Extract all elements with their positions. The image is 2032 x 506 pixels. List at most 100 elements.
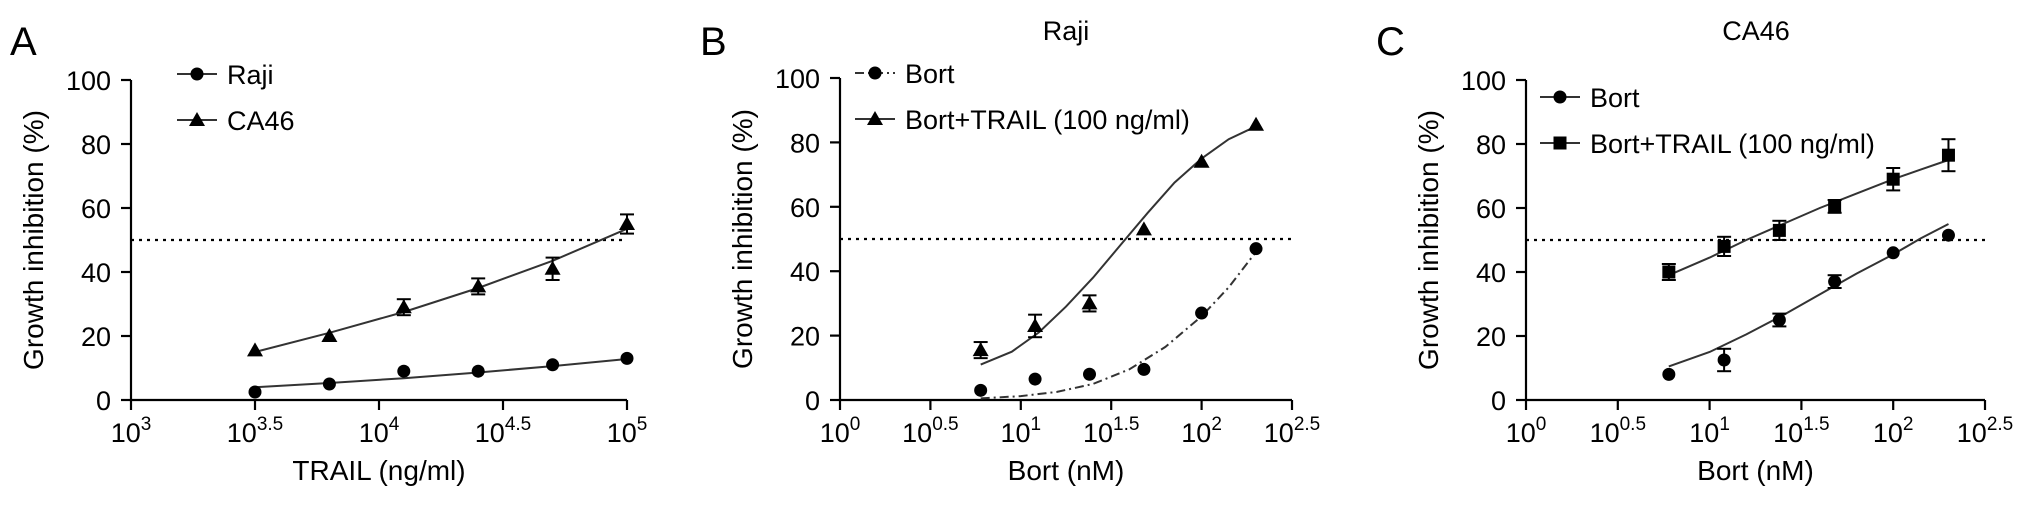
x-tick-base: 10 (902, 418, 932, 448)
data-point (972, 342, 989, 357)
y-tick-label: 100 (775, 64, 820, 94)
x-tick-base: 10 (111, 418, 141, 448)
data-point (544, 260, 561, 275)
series-2 (247, 213, 635, 357)
fit-curve (1668, 159, 1949, 277)
series-2 (1661, 138, 1956, 281)
y-tick-label: 80 (81, 130, 111, 160)
x-axis-label: TRAIL (ng/ml) (292, 455, 465, 486)
data-point (1828, 199, 1842, 213)
data-point (395, 299, 412, 314)
data-point (248, 385, 262, 399)
x-tick-label: 100.5 (902, 414, 958, 448)
legend-label: Bort (905, 59, 955, 89)
data-point (1081, 295, 1098, 310)
x-tick-base: 10 (607, 418, 637, 448)
panel-label: A (10, 20, 37, 64)
y-tick-label: 40 (790, 257, 820, 287)
data-point (1137, 362, 1151, 376)
x-tick-label: 104 (359, 414, 400, 448)
x-axis-label: Bort (nM) (1697, 455, 1814, 486)
x-tick-base: 10 (359, 418, 389, 448)
data-point (1249, 242, 1263, 256)
legend-entry: Bort+TRAIL (100 ng/ml) (855, 105, 1190, 135)
x-tick-label: 101 (1689, 414, 1730, 448)
x-tick-label: 102.5 (1264, 414, 1320, 448)
x-tick-label: 103.5 (227, 414, 283, 448)
chart-title: Raji (1043, 16, 1090, 46)
y-tick-label: 80 (1476, 130, 1506, 160)
legend-entry: Bort (1540, 83, 1640, 113)
legend-entry: Bort+TRAIL (100 ng/ml) (1540, 129, 1875, 159)
x-tick-base: 10 (1264, 418, 1294, 448)
x-axis-label: Bort (nM) (1008, 455, 1125, 486)
legend-marker (867, 111, 883, 125)
y-tick-label: 0 (96, 386, 111, 416)
fit-curve (1668, 223, 1949, 368)
legend-marker (190, 67, 204, 81)
x-tick-exponent: 1 (1031, 414, 1042, 435)
legend-marker (1553, 90, 1567, 104)
data-point (322, 377, 336, 391)
data-point (619, 216, 635, 230)
y-tick-label: 60 (790, 193, 820, 223)
y-tick-label: 100 (1461, 66, 1506, 96)
legend-marker (1553, 136, 1567, 150)
data-point (1772, 223, 1786, 237)
data-point (1886, 172, 1900, 186)
data-point (1828, 275, 1842, 289)
data-point (1028, 372, 1042, 386)
legend-label: CA46 (227, 106, 295, 136)
data-point (1941, 228, 1955, 242)
data-point (1193, 153, 1210, 168)
x-tick-base: 10 (820, 418, 850, 448)
data-point (1083, 367, 1097, 381)
y-tick-label: 20 (790, 322, 820, 352)
data-point (1717, 353, 1731, 367)
data-point (247, 342, 263, 357)
x-tick-base: 10 (1689, 418, 1719, 448)
x-tick-exponent: 1.5 (1113, 414, 1139, 435)
y-tick-label: 80 (790, 128, 820, 158)
x-tick-label: 100.5 (1590, 414, 1646, 448)
legend-label: Raji (227, 60, 274, 90)
data-point (1248, 116, 1265, 131)
x-tick-exponent: 1.5 (1803, 414, 1829, 435)
data-point (471, 364, 485, 378)
panel-label: B (700, 20, 727, 64)
fit-curve (254, 358, 628, 389)
x-tick-base: 10 (1083, 418, 1113, 448)
x-tick-exponent: 2.5 (1294, 414, 1320, 435)
data-point (321, 328, 338, 342)
y-tick-label: 60 (1476, 194, 1506, 224)
fit-curve (980, 251, 1257, 400)
data-point (1886, 246, 1900, 260)
x-tick-exponent: 2 (1903, 414, 1914, 435)
data-point (1195, 306, 1209, 320)
series-2 (972, 116, 1265, 366)
data-point (1027, 317, 1044, 332)
panel-label: C (1376, 20, 1405, 64)
x-tick-label: 103 (111, 414, 152, 448)
x-tick-base: 10 (1000, 418, 1030, 448)
legend-label: Bort+TRAIL (100 ng/ml) (1590, 129, 1875, 159)
x-tick-exponent: 3 (141, 414, 152, 435)
x-tick-exponent: 0.5 (1620, 414, 1646, 435)
data-point (1135, 221, 1152, 236)
x-tick-label: 100 (820, 414, 861, 448)
fit-curve (254, 227, 628, 353)
x-tick-exponent: 5 (637, 414, 648, 435)
data-point (1772, 313, 1786, 327)
y-tick-label: 0 (1491, 386, 1506, 416)
data-point (546, 358, 560, 372)
data-point (974, 383, 988, 397)
x-tick-exponent: 4.5 (505, 414, 531, 435)
y-axis-label: Growth inhibition (%) (1413, 110, 1444, 370)
series-1 (1662, 223, 1955, 381)
x-tick-base: 10 (1957, 418, 1987, 448)
x-tick-exponent: 1 (1719, 414, 1730, 435)
y-tick-label: 40 (1476, 258, 1506, 288)
